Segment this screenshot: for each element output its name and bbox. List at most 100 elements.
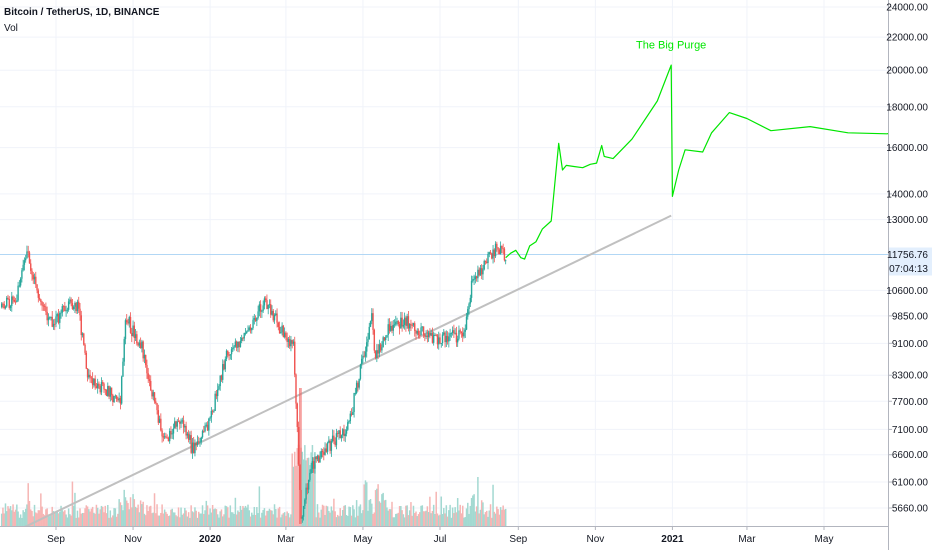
volume-bar xyxy=(61,510,64,526)
volume-bar xyxy=(339,508,341,526)
volume-bar xyxy=(301,451,304,526)
candle xyxy=(186,431,189,439)
volume-bar xyxy=(467,502,469,526)
candle xyxy=(66,307,69,314)
candle xyxy=(225,349,228,362)
candle xyxy=(128,315,130,328)
candle xyxy=(98,381,100,389)
symbol-legend[interactable]: Bitcoin / TetherUS, 1D, BINANCE xyxy=(4,7,160,18)
annotation-the-big-purge[interactable]: The Big Purge xyxy=(636,39,706,51)
candle xyxy=(112,393,114,406)
candle xyxy=(57,308,60,325)
volume-bar xyxy=(208,514,210,526)
candle xyxy=(115,395,118,402)
candle xyxy=(172,423,175,440)
candle xyxy=(28,250,31,264)
candle xyxy=(378,339,381,358)
candle xyxy=(2,302,4,309)
volume-bar xyxy=(321,504,324,526)
candle xyxy=(166,434,168,439)
volume-bar xyxy=(477,476,479,526)
volume-bar xyxy=(335,517,338,526)
candle xyxy=(393,319,396,328)
candle xyxy=(483,259,485,271)
volume-bar xyxy=(334,511,336,526)
candle xyxy=(276,308,278,328)
candle xyxy=(381,341,383,354)
candle xyxy=(6,295,8,308)
candle xyxy=(383,336,386,342)
volume-bar xyxy=(475,506,478,526)
volume-bar xyxy=(243,507,245,526)
volume-bar xyxy=(90,508,93,526)
volume-bar xyxy=(127,503,129,526)
volume-bar xyxy=(99,509,101,526)
volume-bar xyxy=(50,514,52,526)
volume-bar xyxy=(64,510,66,526)
candle xyxy=(422,326,425,338)
volume-bars xyxy=(0,444,507,526)
candle xyxy=(72,305,75,311)
candle xyxy=(441,332,444,346)
projection-path[interactable] xyxy=(505,64,911,260)
volume-bar xyxy=(29,509,32,526)
volume-bar xyxy=(227,507,229,526)
volume-bar xyxy=(470,497,473,526)
candle xyxy=(492,244,494,264)
candle xyxy=(436,334,439,349)
candle xyxy=(124,318,127,345)
volume-bar xyxy=(192,512,195,526)
candle xyxy=(17,281,19,302)
candle xyxy=(348,420,350,424)
candle xyxy=(326,441,329,455)
volume-bar xyxy=(453,513,455,526)
candle xyxy=(480,264,483,280)
volume-bar xyxy=(379,502,382,526)
volume-bar xyxy=(146,505,148,526)
volume-bar xyxy=(421,505,424,526)
volume-bar xyxy=(67,508,70,526)
volume-bar xyxy=(170,509,172,526)
candle xyxy=(240,334,243,344)
volume-bar xyxy=(330,506,333,526)
candle xyxy=(416,328,418,336)
volume-bar xyxy=(161,504,163,526)
candle xyxy=(182,415,185,434)
volume-bar xyxy=(240,509,243,526)
candle xyxy=(387,318,389,342)
volume-bar xyxy=(53,512,56,526)
volume-bar xyxy=(446,516,449,526)
candle xyxy=(81,332,84,338)
candle xyxy=(386,334,388,338)
candle xyxy=(296,402,298,433)
candle xyxy=(390,321,392,332)
candle xyxy=(266,294,268,310)
candle xyxy=(462,327,464,342)
volume-bar xyxy=(464,517,467,526)
candle xyxy=(414,321,416,337)
candle xyxy=(216,383,219,402)
time-axis[interactable] xyxy=(0,526,888,550)
volume-bar xyxy=(108,517,110,526)
candle xyxy=(299,388,301,524)
volume-bar xyxy=(204,510,206,526)
candle xyxy=(482,265,484,281)
volume-legend[interactable]: Vol xyxy=(4,23,18,34)
volume-bar xyxy=(60,505,62,526)
volume-bar xyxy=(42,513,45,526)
volume-bar xyxy=(0,513,3,526)
candle xyxy=(171,429,173,440)
volume-bar xyxy=(33,504,36,526)
trendline[interactable] xyxy=(16,214,672,532)
volume-bar xyxy=(333,498,335,526)
volume-bar xyxy=(348,506,350,526)
volume-bar xyxy=(112,515,114,526)
candle xyxy=(181,417,184,424)
volume-bar xyxy=(96,507,99,526)
volume-bar xyxy=(16,504,18,526)
time-tick-label: Mar xyxy=(277,534,295,545)
volume-bar xyxy=(312,461,315,526)
volume-bar xyxy=(469,505,472,526)
